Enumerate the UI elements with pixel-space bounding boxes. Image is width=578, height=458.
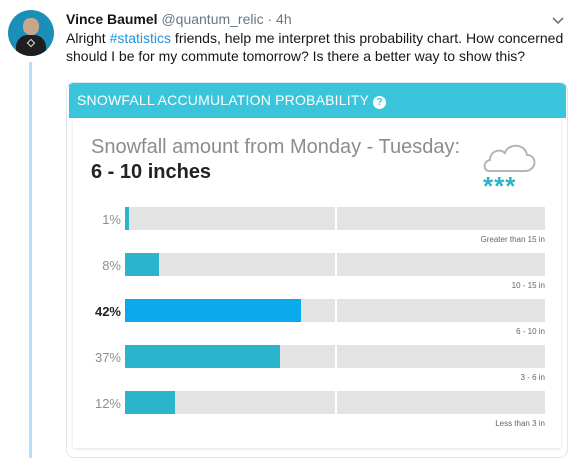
bar-midline bbox=[335, 391, 337, 414]
snowfall-card: SNOWFALL ACCUMULATION PROBABILITY? Snowf… bbox=[69, 83, 566, 457]
tweet-image[interactable]: SNOWFALL ACCUMULATION PROBABILITY? Snowf… bbox=[66, 82, 568, 458]
bar-value-label: 1% bbox=[102, 212, 121, 227]
tweet-text-rest: friends, help me interpret this probabil… bbox=[66, 30, 564, 64]
bar-value-label: 12% bbox=[94, 396, 121, 411]
hashtag-link[interactable]: #statistics bbox=[109, 30, 172, 46]
bar-track bbox=[125, 345, 545, 368]
bar-row: 37% 3 - 6 in bbox=[69, 345, 566, 385]
bar-track bbox=[125, 299, 545, 322]
bar-midline bbox=[335, 299, 337, 322]
snow-cloud-icon: *** bbox=[481, 135, 541, 201]
bar-row: 12% Less than 3 in bbox=[69, 391, 566, 431]
card-header-title: SNOWFALL ACCUMULATION PROBABILITY bbox=[77, 92, 370, 108]
bar-track bbox=[125, 207, 545, 230]
chevron-down-icon[interactable] bbox=[552, 14, 564, 28]
tweet-text-start: Alright bbox=[66, 30, 110, 46]
bar bbox=[125, 253, 159, 276]
tweet-text: Alright #statistics friends, help me int… bbox=[66, 29, 566, 65]
bar-row: 8% 10 - 15 in bbox=[69, 253, 566, 293]
snow-glyphs: *** bbox=[483, 171, 516, 197]
card-subtitle: Snowfall amount from Monday - Tuesday: bbox=[91, 136, 461, 158]
card-value: 6 - 10 inches bbox=[91, 161, 212, 183]
bar-value-label: 42% bbox=[94, 304, 121, 319]
avatar-shirt bbox=[16, 35, 46, 56]
bar-midline bbox=[335, 207, 337, 230]
tweet-header: Vince Baumel @quantum_relic · 4h bbox=[66, 10, 292, 28]
bar-category-label: 10 - 15 in bbox=[511, 281, 545, 290]
bar-row: 42% 6 - 10 in bbox=[69, 299, 566, 339]
bar-category-label: Greater than 15 in bbox=[480, 235, 545, 244]
bar bbox=[125, 207, 130, 230]
help-icon: ? bbox=[373, 96, 387, 109]
bar-midline bbox=[335, 253, 337, 276]
bar bbox=[125, 391, 176, 414]
bar bbox=[125, 345, 281, 368]
tweet-time[interactable]: · 4h bbox=[267, 11, 292, 27]
bar bbox=[125, 299, 302, 322]
thread-line bbox=[29, 62, 32, 458]
author-handle[interactable]: @quantum_relic bbox=[161, 11, 264, 27]
avatar-head bbox=[23, 18, 39, 35]
avatar[interactable] bbox=[8, 10, 54, 56]
bar-category-label: 6 - 10 in bbox=[516, 327, 545, 336]
bar-track bbox=[125, 253, 545, 276]
bar-category-label: 3 - 6 in bbox=[520, 373, 545, 382]
author-name[interactable]: Vince Baumel bbox=[66, 11, 158, 27]
bar-value-label: 8% bbox=[102, 258, 121, 273]
bar-midline bbox=[335, 345, 337, 368]
bar-track bbox=[125, 391, 545, 414]
bar-category-label: Less than 3 in bbox=[495, 419, 545, 428]
card-header: SNOWFALL ACCUMULATION PROBABILITY? bbox=[69, 83, 566, 118]
bar-row: 1% Greater than 15 in bbox=[69, 207, 566, 247]
bar-value-label: 37% bbox=[94, 350, 121, 365]
